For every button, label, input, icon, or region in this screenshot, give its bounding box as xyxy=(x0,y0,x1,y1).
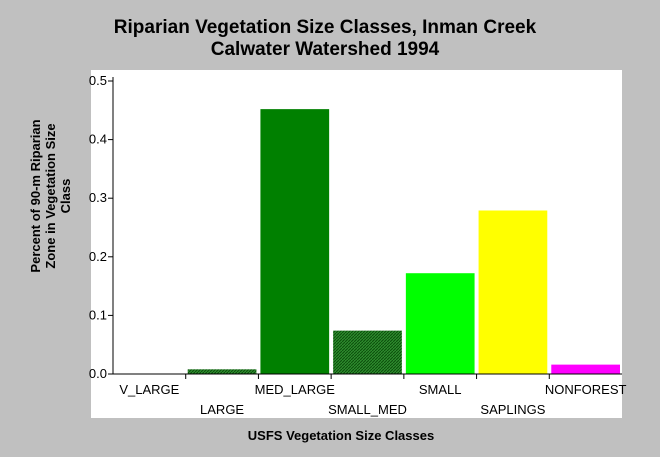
x-tick-label: SMALL_MED xyxy=(328,402,407,417)
chart-title-line-1: Riparian Vegetation Size Classes, Inman … xyxy=(114,17,537,38)
bar-small-med xyxy=(333,330,402,374)
bar-saplings xyxy=(478,210,548,374)
y-tick-label: 0.4 xyxy=(89,132,107,147)
bars xyxy=(187,109,620,375)
bar-small xyxy=(405,273,475,374)
y-tick-label: 0.0 xyxy=(89,366,107,381)
x-tick-label: SAPLINGS xyxy=(480,402,545,417)
y-axis: 0.0 0.1 0.2 0.3 0.4 0.5 xyxy=(89,73,114,381)
x-tick-label: MED_LARGE xyxy=(255,382,336,397)
x-tick-label: NONFOREST xyxy=(545,382,627,397)
y-tick-label: 0.1 xyxy=(89,307,107,322)
y-tick-label: 0.5 xyxy=(89,73,107,88)
y-tick-label: 0.3 xyxy=(89,190,107,205)
x-axis: V_LARGE LARGE MED_LARGE SMALL_MED SMALL SAPLI… xyxy=(113,373,627,417)
y-tick-label: 0.2 xyxy=(89,249,107,264)
y-axis-title-line-1: Percent of 90-m Riparian xyxy=(28,119,43,272)
bar-med-large xyxy=(260,109,330,375)
x-tick-label: V_LARGE xyxy=(119,382,179,397)
x-tick-label: LARGE xyxy=(200,402,244,417)
y-axis-title-line-3: Class xyxy=(58,179,73,214)
bar-large xyxy=(187,369,257,374)
bar-nonforest xyxy=(551,364,620,374)
chart-title-line-2: Calwater Watershed 1994 xyxy=(211,39,440,60)
y-axis-title: Percent of 90-m Riparian Zone in Vegetat… xyxy=(28,119,73,272)
x-axis-title: USFS Vegetation Size Classes xyxy=(248,428,434,443)
x-tick-label: SMALL xyxy=(419,382,462,397)
y-axis-title-line-2: Zone in Vegetation Size xyxy=(43,123,58,268)
